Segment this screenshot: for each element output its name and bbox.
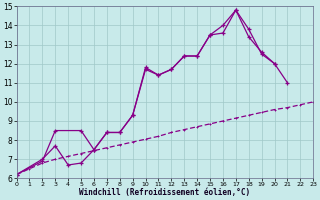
X-axis label: Windchill (Refroidissement éolien,°C): Windchill (Refroidissement éolien,°C) bbox=[79, 188, 251, 197]
